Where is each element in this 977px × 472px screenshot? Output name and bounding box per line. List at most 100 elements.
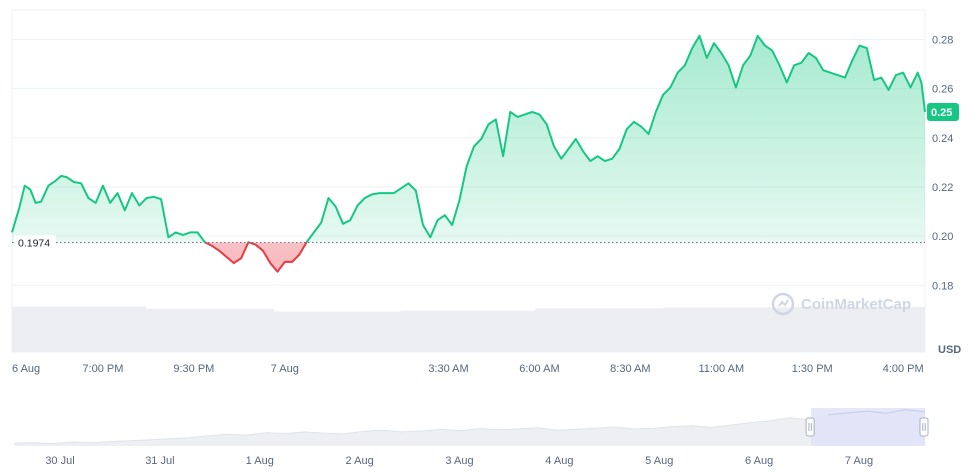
volume-bar <box>151 308 159 352</box>
volume-bar <box>377 311 384 352</box>
volume-bar <box>858 306 865 352</box>
navigator-area <box>14 409 925 446</box>
volume-bar <box>54 306 61 352</box>
x-tick-label: 6:00 AM <box>519 363 559 375</box>
volume-bar <box>559 308 567 352</box>
volume-bar <box>620 308 628 352</box>
volume-bar <box>36 306 43 352</box>
volume-area <box>12 306 926 352</box>
navigator-x-axis: 30 Jul 31 Jul 1 Aug 2 Aug 3 Aug 4 Aug 5 Aug 6 A… <box>45 455 873 467</box>
y-tick-label: 0.20 <box>932 231 953 243</box>
watermark: CoinMarketCap <box>771 292 911 316</box>
navigator-tick-label: 7 Aug <box>845 455 873 467</box>
volume-bar <box>18 306 25 352</box>
volume-bar <box>322 311 329 352</box>
volume-bar <box>876 306 883 352</box>
volume-bar <box>766 307 774 352</box>
volume-bar <box>170 308 177 352</box>
currency-label: USD <box>938 344 961 356</box>
price-area-up <box>12 35 925 243</box>
volume-bar <box>158 308 165 352</box>
volume-bar <box>310 311 317 352</box>
volume-bar <box>663 307 670 352</box>
volume-bar <box>748 307 755 352</box>
price-line-up <box>11 34 926 243</box>
volume-bar <box>85 306 92 352</box>
navigator-tick-label: 1 Aug <box>246 455 274 467</box>
watermark-text: CoinMarketCap <box>801 296 911 313</box>
volume-bar <box>474 310 481 352</box>
volume-bar <box>894 306 901 352</box>
navigator-selection[interactable] <box>811 408 925 446</box>
volume-bar <box>645 308 652 352</box>
volume-bar <box>596 308 603 352</box>
y-axis: 0.18 0.20 0.22 0.24 0.26 0.28 <box>932 34 953 292</box>
volume-bar <box>845 306 853 352</box>
volume-bar <box>365 311 372 352</box>
volume-bar <box>371 311 378 352</box>
volume-bar <box>273 311 281 352</box>
navigator-line <box>13 409 926 445</box>
volume-bar <box>724 307 731 352</box>
navigator-tick-label: 2 Aug <box>346 455 374 467</box>
volume-bar <box>547 308 555 352</box>
volume-bar <box>565 308 573 352</box>
volume-bar <box>888 306 895 352</box>
navigator-tick-label: 6 Aug <box>745 455 773 467</box>
volume-bar <box>182 308 189 352</box>
drag-handle-icon[interactable] <box>919 417 929 437</box>
x-axis: 6 Aug 7:00 PM 9:30 PM 7 Aug 3:30 AM 6:00 AM 8:… <box>12 363 924 375</box>
volume-bar <box>651 308 658 352</box>
volume-bar <box>139 306 147 352</box>
volume-bar <box>413 310 421 352</box>
volume-bar <box>24 306 31 352</box>
volume-bar <box>115 306 122 352</box>
volume-bar <box>687 307 695 352</box>
volume-bar <box>529 310 536 352</box>
volume-bar <box>602 308 609 352</box>
volume-bar <box>121 306 128 352</box>
y-tick-label: 0.18 <box>932 280 953 292</box>
volume-bar <box>505 310 512 352</box>
y-tick-label: 0.26 <box>932 84 953 96</box>
volume-bar <box>541 308 548 352</box>
volume-bar <box>851 306 859 352</box>
volume-bar <box>809 306 816 352</box>
volume-bar <box>48 306 55 352</box>
volume-bar <box>626 308 634 352</box>
navigator-handle-right[interactable] <box>919 417 929 437</box>
navigator-handle-left[interactable] <box>805 417 815 437</box>
x-tick-label: 7:00 PM <box>82 363 123 375</box>
navigator-tick-label: 5 Aug <box>645 455 673 467</box>
navigator-tick-label: 31 Jul <box>145 455 174 467</box>
volume-bar <box>870 306 877 352</box>
volume-bar <box>237 308 244 352</box>
volume-bar <box>133 306 141 352</box>
volume-bar <box>395 311 402 352</box>
navigator[interactable]: 30 Jul 31 Jul 1 Aug 2 Aug 3 Aug 4 Aug 5 Aug 6 A… <box>13 408 929 467</box>
volume-bar <box>243 308 250 352</box>
x-tick-label: 4:00 PM <box>883 363 924 375</box>
volume-bar <box>657 308 664 352</box>
y-tick-label: 0.24 <box>932 133 953 145</box>
volume-bar <box>298 311 305 352</box>
volume-bar <box>97 306 104 352</box>
volume-bar <box>669 307 676 352</box>
coinmarketcap-logo-icon <box>771 292 795 316</box>
volume-bar <box>419 310 427 352</box>
volume-bar <box>468 310 475 352</box>
drag-handle-icon[interactable] <box>805 417 815 437</box>
volume-bar <box>60 306 68 352</box>
volume-bar <box>194 308 201 352</box>
volume-bar <box>754 307 761 352</box>
volume-bar <box>632 308 640 352</box>
volume-bar <box>523 310 530 352</box>
volume-bar <box>797 306 804 352</box>
baseline-label: 0.1974 <box>18 237 50 249</box>
volume-bar <box>693 307 701 352</box>
volume-bar <box>803 306 810 352</box>
volume-bar <box>438 310 445 352</box>
volume-bar <box>66 306 74 352</box>
volume-bar <box>760 307 768 352</box>
